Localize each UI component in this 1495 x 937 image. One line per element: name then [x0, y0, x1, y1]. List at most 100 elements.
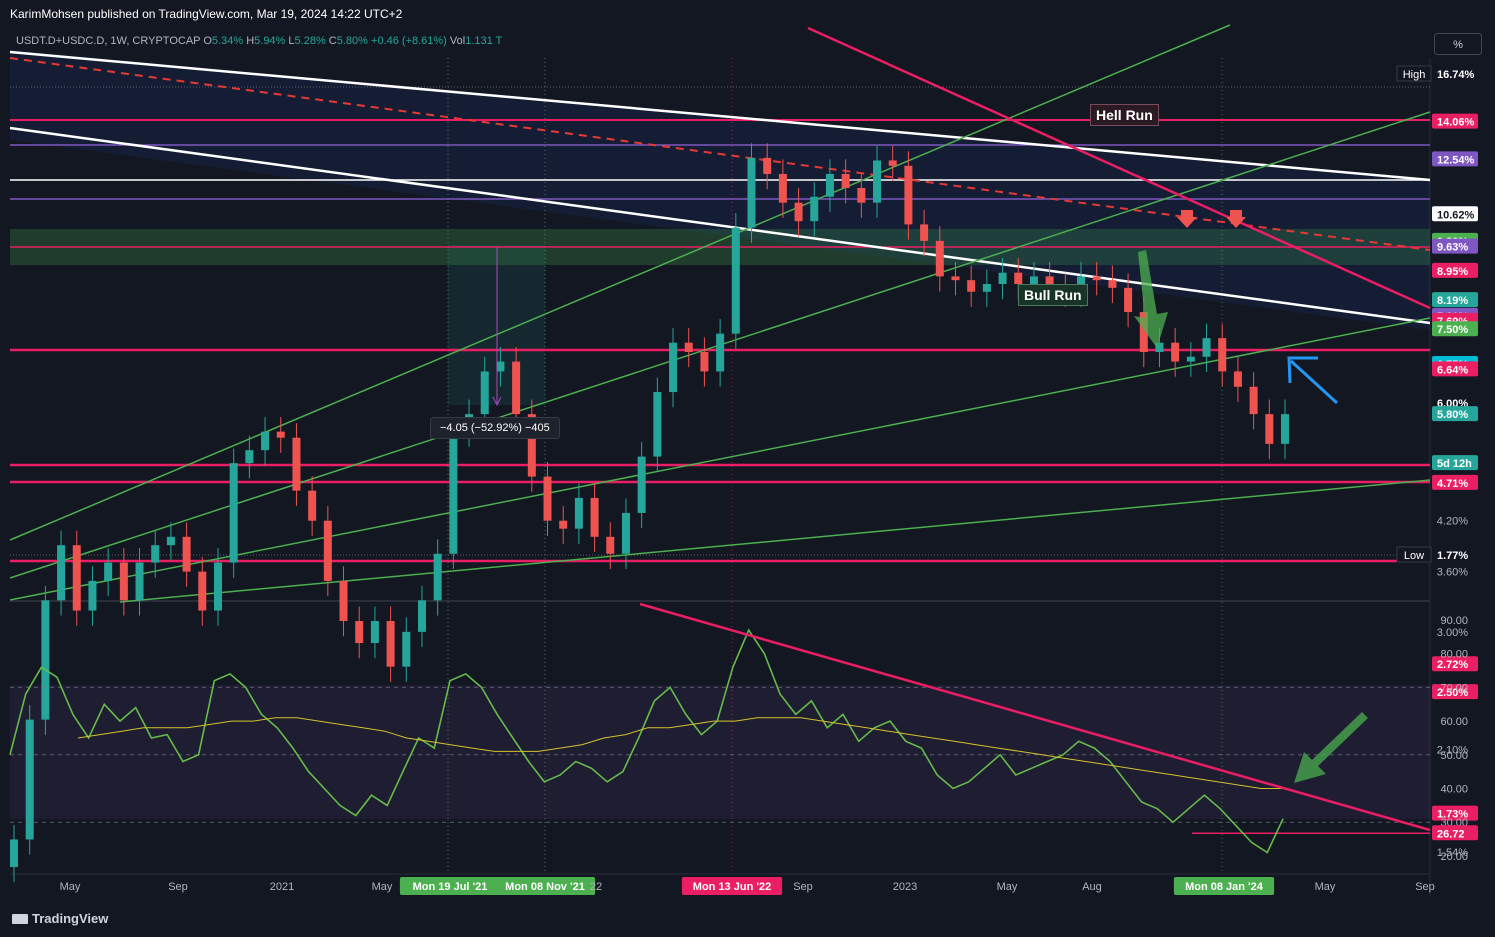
green-diagonal-arrow-icon — [1294, 712, 1368, 783]
candle-body — [669, 342, 678, 393]
candle-body — [166, 536, 175, 546]
time-marker-label: Mon 08 Jan '24 — [1185, 881, 1264, 893]
price-level-badge — [1432, 474, 1478, 490]
candle-body — [417, 600, 426, 632]
candle-body — [433, 553, 442, 601]
volume-label: Vol — [449, 35, 466, 47]
price-level-tag — [1396, 546, 1432, 563]
candle-body — [1281, 414, 1289, 444]
price-tick-label: 3.60% — [1437, 567, 1468, 579]
price-level-badge — [1432, 684, 1478, 700]
time-tick-label: Sep — [1415, 881, 1435, 893]
price-level-label: 7.50% — [1437, 324, 1468, 336]
candle-body — [606, 536, 615, 554]
price-level-badge — [1432, 321, 1478, 337]
measure-tooltip: −4.05 (−52.92%) −405 — [430, 417, 560, 439]
price-level-badge — [1432, 292, 1478, 308]
candle-body — [810, 196, 819, 222]
candle-body — [1202, 338, 1211, 357]
candle-body — [1014, 272, 1023, 284]
candle-body — [25, 719, 34, 840]
price-level-label: 14.06% — [1437, 117, 1475, 129]
channel-upper-line — [9, 50, 1431, 182]
time-tick-label: Sep — [168, 881, 188, 893]
candle-body — [1171, 342, 1180, 362]
candle-body — [527, 414, 536, 477]
open-label: O — [203, 35, 212, 47]
change-value: +0.46 (+8.61%) — [371, 35, 447, 47]
candle-body — [245, 450, 254, 464]
candle-body — [151, 545, 160, 563]
bull-run-label: Bull Run — [1018, 284, 1088, 306]
price-level-badge — [1432, 805, 1478, 821]
time-marker-label: Mon 13 Jun '22 — [693, 881, 771, 893]
time-marker-badge — [399, 877, 501, 895]
candle-body — [731, 227, 740, 334]
rsi-level-badge — [1432, 825, 1478, 841]
candle-body — [763, 157, 772, 174]
tradingview-logo-icon — [12, 914, 28, 924]
price-level-label: 9.63% — [1437, 242, 1468, 254]
candle-body — [198, 571, 207, 611]
rsi-tick-label: 90.00 — [1440, 615, 1468, 627]
down-arrow-icon — [1226, 210, 1246, 228]
hell-run-label: Hell Run — [1090, 104, 1159, 126]
rsi-ma-line — [77, 717, 1283, 789]
candle-body — [888, 160, 897, 166]
candle-body — [1155, 342, 1164, 352]
candle-body — [1092, 276, 1101, 281]
candle-body — [72, 545, 81, 611]
candle-body — [1265, 414, 1274, 444]
tradingview-brand: TradingView — [32, 911, 109, 926]
candle-body — [653, 392, 662, 457]
percent-scale-button[interactable]: % — [1434, 33, 1482, 55]
price-resistance-line — [807, 26, 1431, 310]
price-level-badge — [1432, 151, 1478, 167]
time-tick-label: Sep — [793, 881, 813, 893]
candle-body — [778, 173, 787, 203]
price-level-label: 10.62% — [1437, 209, 1475, 221]
candle-body — [370, 621, 379, 644]
price-level-label: 5.80% — [1437, 409, 1468, 421]
price-level-label: 1.77% — [1437, 550, 1468, 562]
close-label: C — [328, 35, 337, 47]
time-tick-label: 2021 — [270, 881, 294, 893]
candle-body — [449, 431, 458, 554]
candle-body — [1139, 312, 1148, 352]
time-marker-label: Mon 19 Jul '21 — [413, 881, 488, 893]
tradingview-logo: TradingView — [12, 911, 108, 926]
candle-body — [716, 333, 725, 372]
time-tick-label: 22 — [590, 881, 602, 893]
candle-body — [402, 631, 411, 667]
candle-body — [386, 621, 395, 667]
rsi-tick-label: 40.00 — [1440, 784, 1468, 796]
candle-body — [182, 536, 191, 572]
candle-body — [88, 580, 97, 611]
time-marker-badge — [1173, 877, 1275, 895]
candle-body — [841, 173, 850, 189]
price-level-label: 12.54% — [1437, 154, 1475, 166]
candle-body — [920, 224, 929, 241]
candle-body — [292, 437, 301, 491]
price-level-label: 8.19% — [1437, 295, 1468, 307]
candle-body — [559, 520, 568, 529]
candle-body — [308, 490, 317, 521]
candle-body — [982, 283, 991, 292]
candle-body — [480, 371, 489, 415]
fan-line — [119, 479, 1431, 603]
green-down-arrow-icon — [1134, 250, 1168, 348]
price-level-label: 5d 12h — [1437, 458, 1472, 470]
time-tick-label: 2023 — [893, 881, 917, 893]
candle-body — [512, 361, 521, 415]
candle-body — [323, 520, 332, 581]
candle-body — [135, 562, 144, 601]
rsi-tick-label: 60.00 — [1440, 716, 1468, 728]
price-tick-label: 4.20% — [1437, 516, 1468, 528]
low-value: 5.28% — [294, 35, 326, 47]
price-tick-label: 2.10% — [1437, 745, 1468, 757]
candle-body — [41, 600, 50, 720]
candle-body — [1186, 356, 1195, 362]
time-tick-label: May — [1315, 881, 1336, 893]
rsi-line — [9, 628, 1284, 854]
